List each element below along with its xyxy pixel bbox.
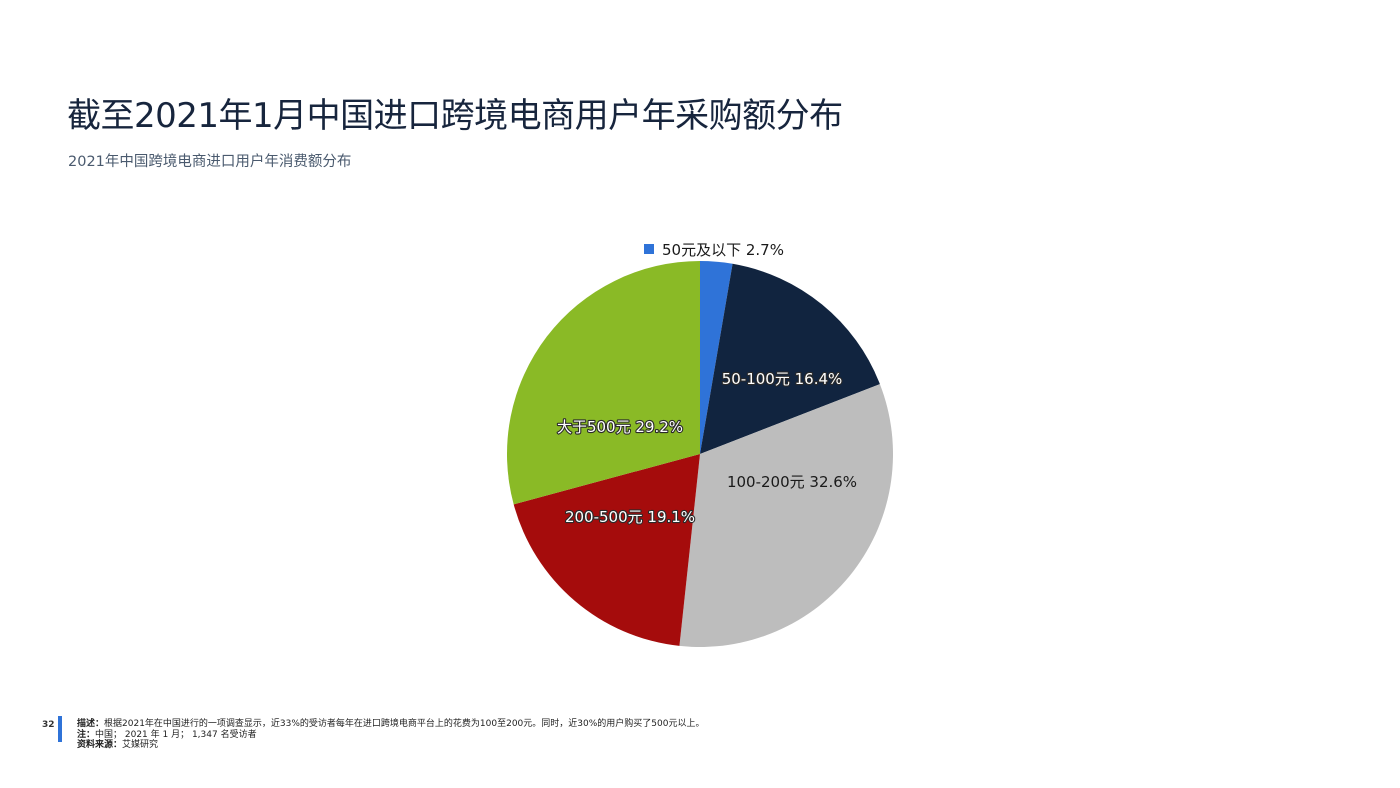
description-label: 描述：	[77, 719, 105, 729]
note-line: 注：中国； 2021 年 1 月； 1,347 名受访者	[77, 730, 704, 741]
chart-subtitle: 2021年中国跨境电商进口用户年消费额分布	[68, 154, 352, 170]
footer: 32 描述：根据2021年在中国进行的一项调查显示，近33%的受访者每年在进口跨…	[0, 716, 1400, 756]
legend-swatch	[644, 244, 654, 254]
description-text: 根据2021年在中国进行的一项调查显示，近33%的受访者每年在进口跨境电商平台上…	[104, 719, 705, 729]
pie-slice	[513, 454, 700, 646]
slice-label: 大于500元 29.2%	[557, 418, 683, 436]
slice-label: 50元及以下 2.7%	[662, 241, 784, 259]
description-line: 描述：根据2021年在中国进行的一项调查显示，近33%的受访者每年在进口跨境电商…	[77, 719, 704, 730]
pie-chart: 50元及以下 2.7% 50-100元 16.4% 100-200元 32.6% 20…	[507, 241, 893, 647]
note-label: 注：	[77, 729, 96, 740]
slice-label: 50-100元 16.4%	[722, 370, 843, 388]
page-title: 截至2021年1月中国进口跨境电商用户年采购额分布	[67, 96, 843, 136]
pie-slice	[700, 261, 733, 454]
pie-slice	[679, 384, 893, 647]
note-text: 中国； 2021 年 1 月； 1,347 名受访者	[95, 729, 257, 740]
pie-slice	[700, 263, 880, 454]
pie-labels: 50元及以下 2.7% 50-100元 16.4% 100-200元 32.6% 20…	[556, 241, 857, 527]
footer-accent-bar	[58, 716, 62, 742]
page-number: 32	[42, 720, 55, 730]
pie-slice	[507, 261, 700, 505]
slice-label: 200-500元 19.1%	[565, 508, 695, 526]
source-text: 艾媒研究	[122, 740, 159, 750]
source-label: 资料来源：	[77, 740, 123, 750]
pie-slices	[507, 261, 893, 647]
slice-label: 100-200元 32.6%	[727, 473, 857, 491]
footer-notes: 描述：根据2021年在中国进行的一项调查显示，近33%的受访者每年在进口跨境电商…	[77, 719, 704, 751]
source-line: 资料来源：艾媒研究	[77, 740, 704, 751]
